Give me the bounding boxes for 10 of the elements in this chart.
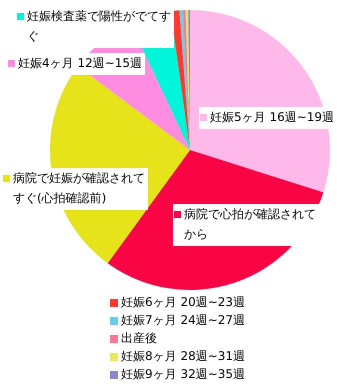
legend-label: 妊娠5ヶ月 16週~19週 [210, 110, 334, 124]
legend-label: 妊娠4ヶ月 12週~15週 [18, 56, 142, 70]
legend-label: 妊娠9ヶ月 32週~35週 [121, 367, 246, 382]
legend-label: 病院で妊娠が確認されてすぐ(心拍確認前) [13, 171, 145, 206]
legend-label: 病院で心拍が確認されてから [184, 207, 316, 242]
legend-label: 妊娠検査薬で陽性がでてすぐ [27, 9, 171, 44]
legend-label: 妊娠7ヶ月 24週~27週 [121, 313, 246, 328]
legend-label: 妊娠6ヶ月 20週~23週 [121, 295, 246, 310]
legend-label: 出産後 [121, 331, 157, 346]
legend-label: 妊娠8ヶ月 28週~31週 [121, 349, 246, 364]
